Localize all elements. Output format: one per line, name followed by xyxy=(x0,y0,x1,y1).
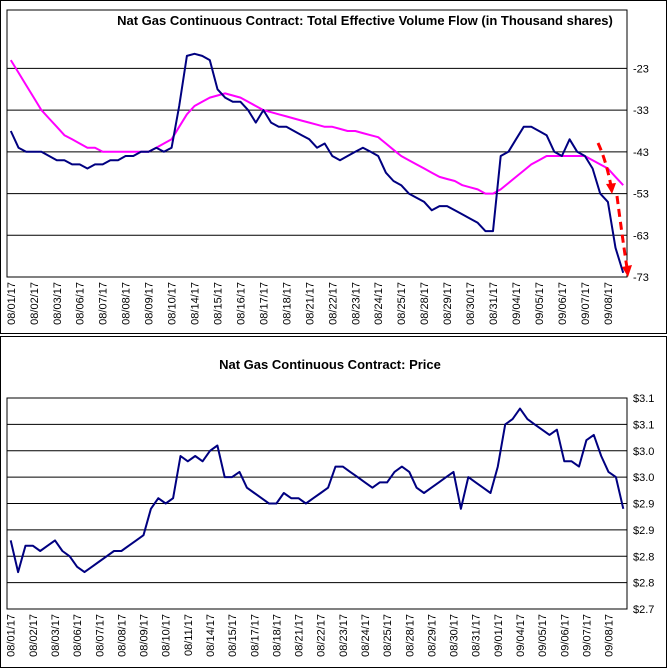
y-tick-label: $3.1 xyxy=(633,393,654,405)
x-tick-label: 09/08/17 xyxy=(603,282,615,325)
arrow-head xyxy=(622,265,632,277)
arrow-head xyxy=(606,183,616,194)
arrow xyxy=(596,142,613,187)
x-tick-label: 08/23/17 xyxy=(338,614,350,657)
x-tick-label: 08/14/17 xyxy=(190,282,202,325)
x-tick-label: 08/28/17 xyxy=(419,282,431,325)
plot-border xyxy=(6,397,628,610)
x-tick-label: 08/18/17 xyxy=(271,614,283,657)
y-tick-label: $2.9 xyxy=(633,499,654,511)
annotation-arrows xyxy=(596,142,629,269)
x-tick-label: 08/30/17 xyxy=(449,614,461,657)
x-tick-label: 09/08/17 xyxy=(604,614,616,657)
arrow xyxy=(615,195,629,269)
y-tick-label: -43 xyxy=(633,147,649,159)
x-tick-label: 08/15/17 xyxy=(212,282,224,325)
x-tick-label: 08/22/17 xyxy=(316,614,328,657)
y-tick-label: -33 xyxy=(633,105,649,117)
x-tick-label: 08/08/17 xyxy=(116,614,128,657)
x-tick-label: 08/23/17 xyxy=(350,282,362,325)
x-tick-label: 09/05/17 xyxy=(537,614,549,657)
chart-frame xyxy=(0,0,667,334)
x-tick-label: 08/14/17 xyxy=(205,614,217,657)
plot-border xyxy=(6,9,628,278)
x-tick-label: 08/18/17 xyxy=(281,282,293,325)
x-tick-label: 08/09/17 xyxy=(144,282,156,325)
y-tick-label: $2.7 xyxy=(633,604,654,616)
x-tick-label: 08/16/17 xyxy=(235,282,247,325)
series-line xyxy=(9,52,625,274)
x-tick-label: 09/01/17 xyxy=(493,614,505,657)
y-tick-label: -73 xyxy=(633,272,649,284)
y-tick-label: $2.9 xyxy=(633,525,654,537)
y-tick-label: -23 xyxy=(633,63,649,75)
x-tick-label: 08/29/17 xyxy=(442,282,454,325)
x-tick-label: 08/10/17 xyxy=(167,282,179,325)
x-tick-label: 08/24/17 xyxy=(360,614,372,657)
x-tick-label: 08/09/17 xyxy=(139,614,151,657)
series-line xyxy=(9,407,625,574)
x-tick-label: 09/04/17 xyxy=(511,282,523,325)
x-tick-label: 09/04/17 xyxy=(515,614,527,657)
x-tick-label: 08/28/17 xyxy=(404,614,416,657)
x-tick-label: 08/31/17 xyxy=(488,282,500,325)
x-tick-label: 08/01/17 xyxy=(6,614,18,657)
x-tick-label: 08/25/17 xyxy=(382,614,394,657)
x-tick-label: 08/17/17 xyxy=(258,282,270,325)
x-tick-label: 08/21/17 xyxy=(294,614,306,657)
x-tick-label: 08/21/17 xyxy=(304,282,316,325)
chart-title: Nat Gas Continuous Contract: Price xyxy=(219,357,441,372)
x-tick-label: 08/01/17 xyxy=(6,282,18,325)
y-tick-label: $2.8 xyxy=(633,578,654,590)
y-tick-label: -63 xyxy=(633,230,649,242)
y-tick-label: $3.0 xyxy=(633,446,654,458)
chart-title: Nat Gas Continuous Contract: Total Effec… xyxy=(117,13,613,28)
x-tick-label: 08/29/17 xyxy=(426,614,438,657)
x-tick-label: 09/06/17 xyxy=(557,282,569,325)
x-tick-label: 08/07/17 xyxy=(98,282,110,325)
x-tick-label: 08/06/17 xyxy=(72,614,84,657)
x-tick-label: 08/22/17 xyxy=(327,282,339,325)
x-tick-label: 09/06/17 xyxy=(559,614,571,657)
x-tick-label: 08/06/17 xyxy=(75,282,87,325)
x-tick-label: 08/07/17 xyxy=(94,614,106,657)
arrow-heads xyxy=(606,183,632,277)
y-tick-label: -53 xyxy=(633,189,649,201)
x-tick-label: 08/11/17 xyxy=(183,614,195,656)
x-tick-label: 08/08/17 xyxy=(121,282,133,325)
series-line xyxy=(9,59,624,195)
x-tick-label: 08/02/17 xyxy=(29,282,41,325)
x-tick-label: 08/15/17 xyxy=(227,614,239,657)
x-tick-label: 08/02/17 xyxy=(28,614,40,657)
x-tick-label: 09/07/17 xyxy=(581,614,593,657)
x-tick-label: 09/05/17 xyxy=(534,282,546,325)
x-tick-label: 09/07/17 xyxy=(580,282,592,325)
x-tick-label: 08/03/17 xyxy=(52,282,64,325)
y-tick-label: $3.0 xyxy=(633,472,654,484)
plots: -23 -33 -43 -53 -63 -73 08/01/17 08/02/17 08/03/… xyxy=(6,9,654,657)
x-tick-label: 08/31/17 xyxy=(471,614,483,657)
chart-frame xyxy=(0,336,667,668)
x-tick-label: 08/10/17 xyxy=(161,614,173,657)
y-tick-label: $2.8 xyxy=(633,551,654,563)
x-tick-label: 08/03/17 xyxy=(50,614,62,657)
x-tick-label: 08/24/17 xyxy=(373,282,385,325)
x-tick-label: 08/17/17 xyxy=(249,614,261,657)
x-tick-label: 08/25/17 xyxy=(396,282,408,325)
x-tick-label: 08/30/17 xyxy=(465,282,477,325)
y-tick-label: $3.1 xyxy=(633,419,654,431)
